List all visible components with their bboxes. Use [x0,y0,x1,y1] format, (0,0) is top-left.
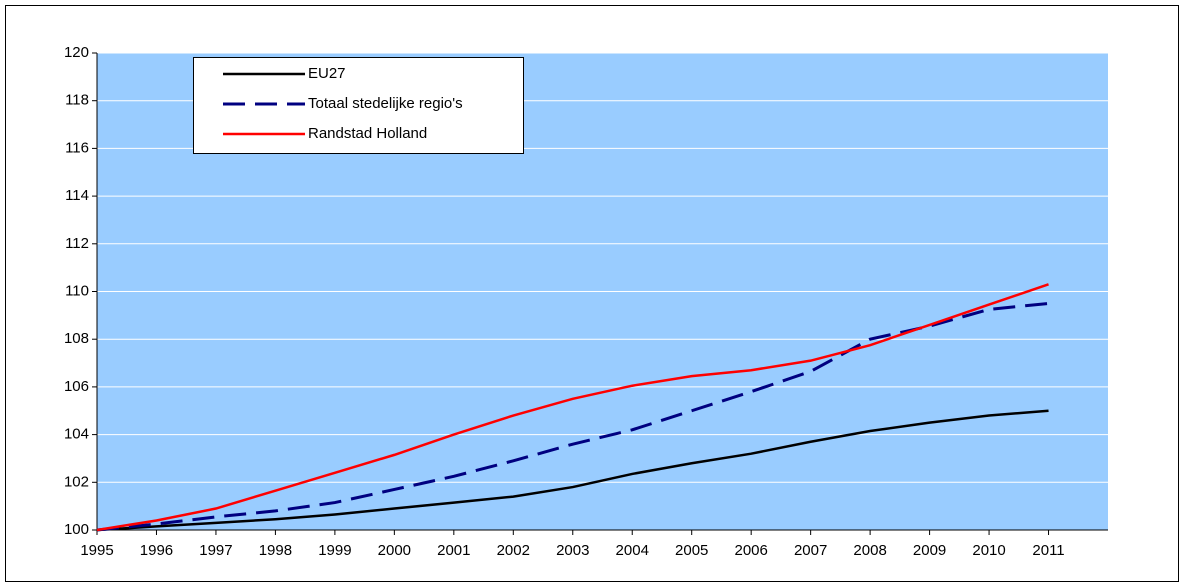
legend-label: Randstad Holland [308,125,427,142]
x-tick-label: 2005 [675,542,708,559]
x-tick-label: 2006 [734,542,767,559]
x-tick-label: 2010 [972,542,1005,559]
series-line [96,409,1049,532]
x-tick-label: 1995 [80,542,113,559]
x-tick-label: 2000 [378,542,411,559]
x-tick-label: 1997 [199,542,232,559]
series-line [96,283,1049,532]
x-tick-label: 2004 [616,542,649,559]
y-tick-label: 104 [64,426,89,443]
x-tick-label: 1998 [259,542,292,559]
y-tick-label: 108 [64,330,89,347]
x-tick-label: 2003 [556,542,589,559]
legend-label: Totaal stedelijke regio's [308,95,463,112]
y-tick-label: 106 [64,378,89,395]
y-tick-label: 102 [64,473,89,490]
legend-label: EU27 [308,65,346,82]
x-tick-label: 2011 [1032,542,1064,559]
x-tick-label: 2001 [437,542,470,559]
y-tick-label: 118 [65,92,89,109]
y-tick-label: 112 [65,235,89,252]
x-tick-label: 2002 [497,542,530,559]
x-tick-label: 2008 [853,542,886,559]
y-tick-label: 114 [65,187,89,204]
y-tick-label: 120 [64,44,89,61]
x-tick-label: 2009 [913,542,946,559]
y-tick-label: 116 [65,139,89,156]
x-tick-label: 1999 [318,542,351,559]
series-line [96,301,1049,532]
x-tick-label: 1996 [140,542,173,559]
y-tick-label: 110 [65,282,89,299]
x-tick-label: 2007 [794,542,827,559]
y-tick-label: 100 [64,521,89,538]
